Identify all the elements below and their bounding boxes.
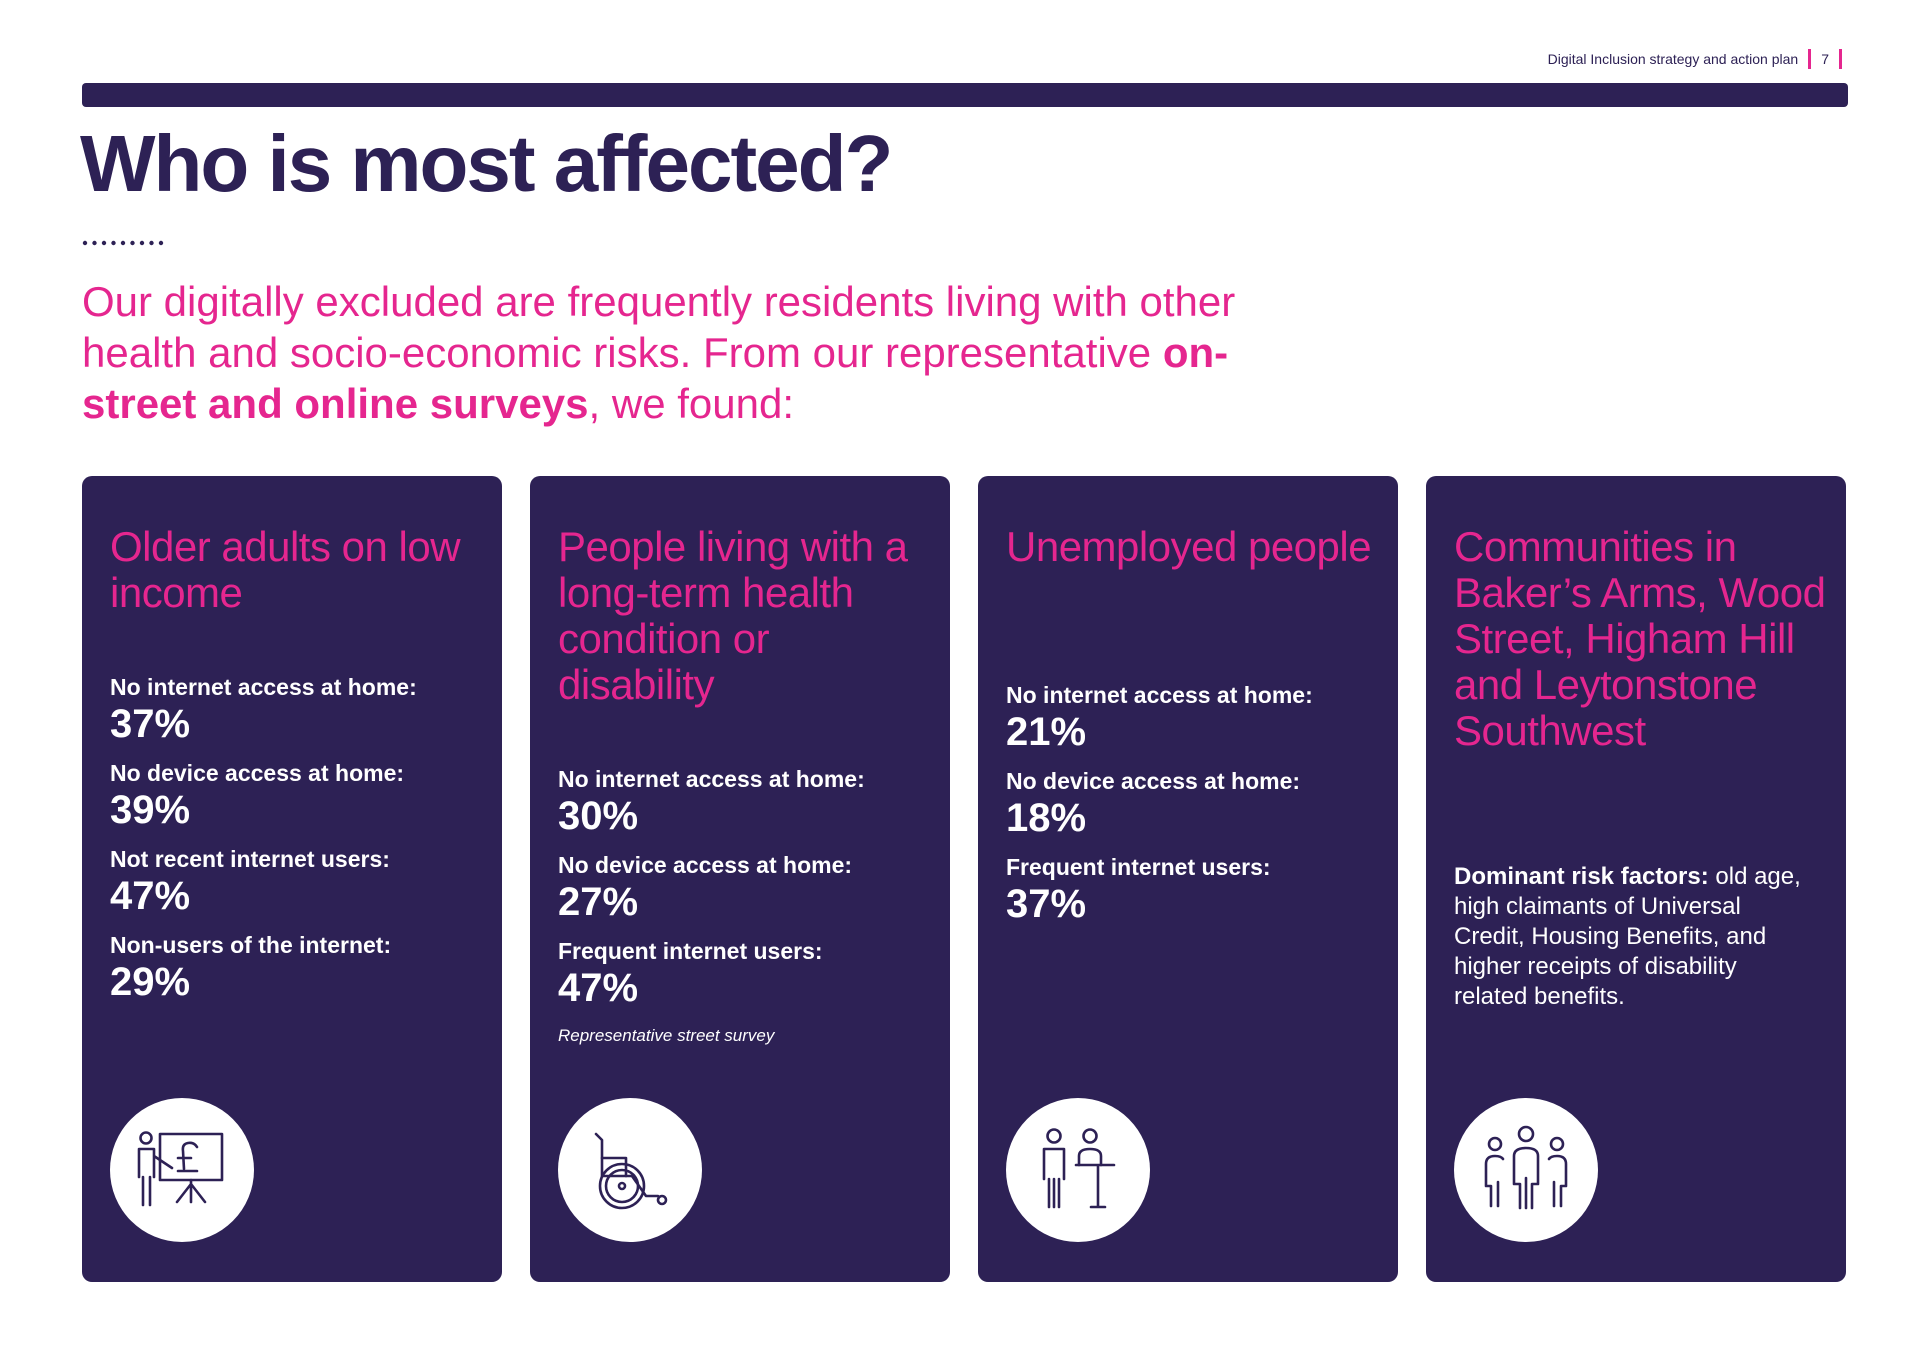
stat-value: 37% — [110, 702, 191, 746]
stat-label: No device access at home: — [110, 760, 405, 786]
stat-item: Not recent internet users: 47% — [110, 846, 482, 919]
intro-text-start: Our digitally excluded are frequently re… — [82, 278, 1236, 376]
stat-label: Not recent internet users: — [110, 846, 390, 872]
stat-label: No device access at home: — [558, 852, 853, 878]
stat-item: No device access at home: 18% — [1006, 768, 1378, 841]
stat-item: No device access at home: 27% — [558, 852, 930, 925]
stat-value: 39% — [110, 788, 191, 832]
icon-badge — [110, 1098, 254, 1242]
header-divider-end — [1839, 49, 1842, 69]
stat-label: Frequent internet users: — [1006, 854, 1271, 880]
card-older-adults: Older adults on low income No internet a… — [82, 476, 502, 1282]
stats-list: No internet access at home: 37% No devic… — [110, 674, 482, 1018]
intro-emphasis: on-street and online surveys — [82, 329, 1229, 427]
card-health-disability: People living with a long-term health co… — [530, 476, 950, 1282]
card-title: People living with a long-term health co… — [558, 523, 908, 708]
stat-value: 47% — [110, 874, 191, 918]
stat-item: Frequent internet users: 37% — [1006, 854, 1378, 927]
card-title: Communities in Baker’s Arms, Wood Street… — [1454, 523, 1826, 754]
stat-item: No internet access at home: 21% — [1006, 682, 1378, 755]
stat-item: No internet access at home: 37% — [110, 674, 482, 747]
page-number: 7 — [1821, 51, 1829, 67]
stats-list: No internet access at home: 30% No devic… — [558, 766, 930, 1047]
stat-item: Non-users of the internet: 29% — [110, 932, 482, 1005]
page-title: Who is most affected? — [80, 119, 893, 208]
icon-badge — [558, 1098, 702, 1242]
stat-item: No internet access at home: 30% — [558, 766, 930, 839]
stat-item: Frequent internet users: 47% — [558, 938, 930, 1011]
intro-text-end: , we found: — [588, 380, 794, 427]
stats-list: No internet access at home: 21% No devic… — [1006, 682, 1378, 940]
stat-value: 29% — [110, 960, 191, 1004]
stat-value: 21% — [1006, 710, 1087, 754]
stat-label: No internet access at home: — [1006, 682, 1313, 708]
stat-label: No internet access at home: — [558, 766, 865, 792]
top-band — [82, 83, 1848, 107]
stat-item: No device access at home: 39% — [110, 760, 482, 833]
community-group-icon — [1484, 1125, 1568, 1210]
card-title: Unemployed people — [1006, 523, 1372, 570]
stat-value: 18% — [1006, 796, 1087, 840]
stat-label: No internet access at home: — [110, 674, 417, 700]
stat-label: No device access at home: — [1006, 768, 1301, 794]
running-header-title: Digital Inclusion strategy and action pl… — [1547, 51, 1799, 67]
risk-factors: Dominant risk factors: old age, high cla… — [1454, 862, 1814, 1012]
stat-value: 30% — [558, 794, 639, 838]
stat-label: Non-users of the internet: — [110, 932, 392, 958]
stat-label: Frequent internet users: — [558, 938, 823, 964]
intro-paragraph: Our digitally excluded are frequently re… — [82, 276, 1342, 429]
running-header: Digital Inclusion strategy and action pl… — [1548, 48, 1842, 70]
risk-label: Dominant risk factors: — [1454, 863, 1709, 890]
card-unemployed: Unemployed people No internet access at … — [978, 476, 1398, 1282]
card-communities: Communities in Baker’s Arms, Wood Street… — [1426, 476, 1846, 1282]
wheelchair-icon — [594, 1132, 668, 1210]
presentation-pound-icon — [137, 1131, 224, 1207]
stat-value: 27% — [558, 880, 639, 924]
icon-badge — [1006, 1098, 1150, 1242]
source-note: Representative street survey — [558, 1026, 775, 1045]
stat-value: 47% — [558, 966, 639, 1010]
card-title: Older adults on low income — [110, 523, 461, 616]
header-divider — [1808, 49, 1812, 69]
stat-value: 37% — [1006, 882, 1087, 926]
icon-badge — [1454, 1098, 1598, 1242]
dotted-rule — [82, 240, 164, 246]
job-interview-icon — [1042, 1128, 1116, 1209]
risk-text: old age, high claimants of Universal Cre… — [1454, 863, 1801, 1010]
